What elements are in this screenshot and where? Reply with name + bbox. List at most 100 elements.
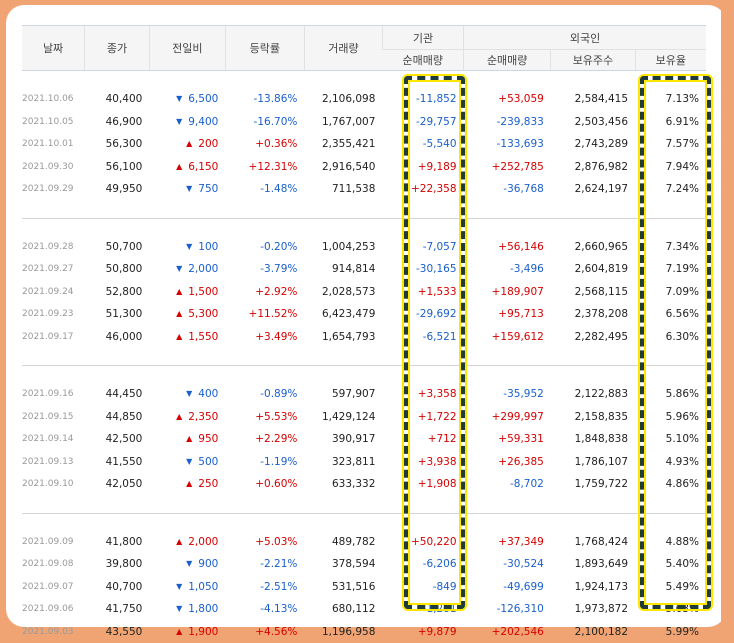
row-date: 2021.09.06: [22, 598, 85, 621]
row-frgn-net: +202,546: [464, 621, 551, 643]
triangle-down-icon: ▼: [176, 94, 182, 103]
row-change-value: 1,050: [188, 581, 218, 593]
triangle-down-icon: ▼: [176, 582, 182, 591]
row-close: 42,050: [85, 473, 150, 496]
row-frgn-ratio: 5.86%: [635, 383, 706, 406]
row-change-value: 900: [198, 558, 218, 570]
row-close: 40,400: [85, 88, 150, 111]
row-rate: -2.51%: [225, 576, 304, 599]
row-frgn-shares: 2,378,208: [551, 303, 635, 326]
triangle-up-icon: ▲: [176, 627, 182, 636]
row-rate: +3.49%: [225, 326, 304, 349]
header-volume: 거래량: [304, 26, 382, 71]
row-close: 46,000: [85, 326, 150, 349]
row-rate: -16.70%: [225, 111, 304, 134]
header-change: 전일비: [149, 26, 225, 71]
row-change: ▲950: [149, 428, 225, 451]
row-change: ▼100: [149, 236, 225, 259]
row-frgn-shares: 2,604,819: [551, 258, 635, 281]
row-frgn-net: -36,768: [464, 178, 551, 201]
row-inst-net: -1,281: [382, 598, 463, 621]
row-inst-net: +3,938: [382, 451, 463, 474]
row-volume: 489,782: [304, 531, 382, 554]
row-volume: 1,654,793: [304, 326, 382, 349]
row-volume: 390,917: [304, 428, 382, 451]
row-frgn-shares: 1,973,872: [551, 598, 635, 621]
row-volume: 531,516: [304, 576, 382, 599]
row-rate: -3.79%: [225, 258, 304, 281]
row-inst-net: -6,521: [382, 326, 463, 349]
row-inst-net: +712: [382, 428, 463, 451]
row-volume: 633,332: [304, 473, 382, 496]
header-date: 날짜: [22, 26, 85, 71]
row-frgn-shares: 1,893,649: [551, 553, 635, 576]
row-rate: +2.92%: [225, 281, 304, 304]
row-inst-net: -30,165: [382, 258, 463, 281]
row-frgn-shares: 2,122,883: [551, 383, 635, 406]
row-close: 41,750: [85, 598, 150, 621]
group-spacer: [22, 71, 706, 89]
row-change: ▲1,500: [149, 281, 225, 304]
row-frgn-shares: 1,768,424: [551, 531, 635, 554]
triangle-up-icon: ▲: [176, 537, 182, 546]
row-frgn-net: -49,699: [464, 576, 551, 599]
row-volume: 597,907: [304, 383, 382, 406]
right-edge: [721, 0, 734, 635]
row-date: 2021.09.28: [22, 236, 85, 259]
row-date: 2021.09.24: [22, 281, 85, 304]
row-frgn-shares: 2,624,197: [551, 178, 635, 201]
row-date: 2021.09.09: [22, 531, 85, 554]
row-frgn-net: -126,310: [464, 598, 551, 621]
row-rate: +5.03%: [225, 531, 304, 554]
row-change-value: 250: [198, 478, 218, 490]
row-volume: 680,112: [304, 598, 382, 621]
row-frgn-shares: 2,743,289: [551, 133, 635, 156]
row-close: 44,850: [85, 406, 150, 429]
row-frgn-shares: 2,876,982: [551, 156, 635, 179]
row-change: ▼6,500: [149, 88, 225, 111]
row-change: ▲6,150: [149, 156, 225, 179]
row-frgn-ratio: 5.99%: [635, 621, 706, 643]
row-date: 2021.09.16: [22, 383, 85, 406]
row-inst-net: +50,220: [382, 531, 463, 554]
row-frgn-ratio: 7.57%: [635, 133, 706, 156]
row-volume: 2,355,421: [304, 133, 382, 156]
row-frgn-net: +37,349: [464, 531, 551, 554]
row-change-value: 400: [198, 388, 218, 400]
triangle-down-icon: ▼: [186, 389, 192, 398]
row-frgn-ratio: 6.56%: [635, 303, 706, 326]
row-close: 41,800: [85, 531, 150, 554]
row-frgn-net: -30,524: [464, 553, 551, 576]
row-change-value: 1,800: [188, 603, 218, 615]
header-frgn-shares: 보유주수: [551, 50, 635, 71]
row-change: ▼ 1,050: [149, 576, 225, 599]
stock-trading-table: 날짜 종가 전일비 등락률 거래량 기관 외국인 순매매량 순매매량 보유주수 …: [22, 25, 706, 643]
row-change-value: 1,900: [188, 626, 218, 638]
row-volume: 1,767,007: [304, 111, 382, 134]
header-rate: 등락률: [225, 26, 304, 71]
row-inst-net: -11,852: [382, 88, 463, 111]
group-spacer: [22, 513, 706, 531]
group-spacer: [22, 496, 706, 514]
row-frgn-shares: 2,568,115: [551, 281, 635, 304]
row-change-value: 2,000: [188, 263, 218, 275]
row-frgn-net: +26,385: [464, 451, 551, 474]
row-frgn-shares: 2,282,495: [551, 326, 635, 349]
row-change-value: 2,000: [188, 536, 218, 548]
row-close: 49,950: [85, 178, 150, 201]
row-rate: -1.48%: [225, 178, 304, 201]
row-frgn-net: +53,059: [464, 88, 551, 111]
row-close: 43,550: [85, 621, 150, 643]
row-frgn-shares: 1,924,173: [551, 576, 635, 599]
row-volume: 1,429,124: [304, 406, 382, 429]
row-close: 46,900: [85, 111, 150, 134]
